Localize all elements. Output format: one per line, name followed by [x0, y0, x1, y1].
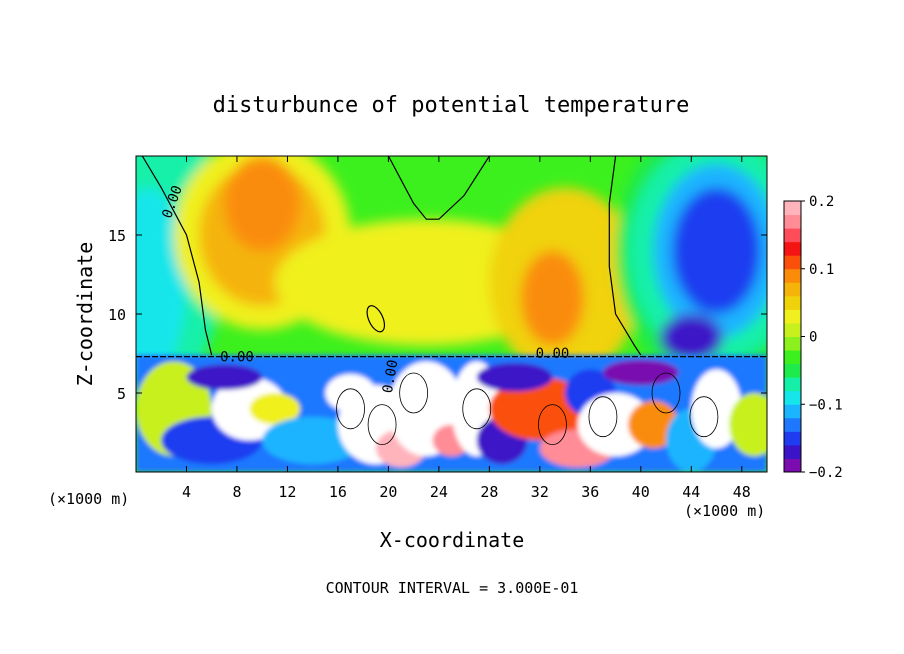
contour-lines: 0.000.000.000.00 [136, 156, 767, 446]
x-axis: 4 8 12 16 20 24 28 32 36 40 44 48 [182, 156, 751, 501]
contour-loop [462, 388, 492, 430]
colorbar-tick-label: 0 [809, 330, 817, 346]
y-axis: 5 10 15 [108, 227, 767, 403]
contour-loop [336, 388, 365, 430]
y-axis-label: Z-coordinate [73, 242, 97, 387]
field-region [659, 314, 723, 362]
colorbar-tick-label: −0.1 [809, 397, 843, 413]
turbulence-patch [249, 393, 301, 425]
x-unit-left: (×1000 m) [48, 490, 129, 508]
x-tick-label: 32 [531, 483, 549, 501]
x-tick-label: 24 [430, 483, 448, 501]
field-region [672, 187, 761, 314]
field-region [136, 187, 187, 378]
colorbar-tick-label: 0.2 [809, 194, 834, 210]
x-tick-label: 48 [733, 483, 751, 501]
colorbar-tick-label: −0.2 [809, 465, 843, 481]
x-tick-label: 16 [329, 483, 347, 501]
x-axis-label: X-coordinate [380, 528, 525, 552]
colorbar-swatch [784, 404, 801, 419]
colorbar-swatch [784, 377, 801, 392]
turbulence-patch [729, 393, 767, 457]
colorbar-swatch [784, 336, 801, 351]
y-tick-label: 5 [117, 385, 126, 403]
colorbar-tick-label: 0.1 [809, 262, 834, 278]
turbulence-patch [262, 416, 364, 465]
colorbar-swatch [784, 417, 801, 432]
colorbar-swatch [784, 282, 801, 297]
colorbar-swatch [784, 241, 801, 256]
contour-loop [399, 372, 429, 414]
x-tick-label: 36 [581, 483, 599, 501]
colorbar-swatch [784, 363, 801, 378]
contour-loop [366, 305, 386, 333]
turbulence-patch [211, 377, 288, 441]
x-tick-label: 4 [182, 483, 191, 501]
y-tick-label: 15 [108, 227, 126, 245]
colorbar-swatch [784, 444, 801, 459]
colorbar-swatch [784, 255, 801, 270]
contour-line [141, 156, 213, 356]
turbulence-patch [476, 362, 553, 392]
contour-loop [689, 396, 719, 438]
colorbar: 0.2 0.1 0 −0.1 −0.2 [783, 194, 843, 481]
turbulence-patch [602, 359, 679, 386]
x-tick-label: 28 [480, 483, 498, 501]
x-tick-label: 8 [232, 483, 241, 501]
x-tick-label: 40 [632, 483, 650, 501]
contour-line [387, 156, 490, 220]
x-tick-label: 12 [278, 483, 296, 501]
colorbar-swatch [784, 201, 801, 216]
colorbar-swatch [784, 431, 801, 446]
contour-loop [367, 404, 397, 446]
contour-loop [538, 404, 567, 446]
contour-loop [651, 372, 681, 414]
contour-loop [588, 396, 618, 438]
contour-label: 0.00 [220, 349, 254, 365]
contour-label: 0.00 [536, 346, 570, 362]
colorbar-swatch [784, 322, 801, 337]
y-tick-label: 10 [108, 306, 126, 324]
contour-label: 0.00 [380, 359, 402, 395]
x-tick-label: 44 [682, 483, 700, 501]
colorbar-swatch [784, 295, 801, 310]
upper-layer-field [136, 156, 767, 393]
lower-layer-field [136, 355, 767, 472]
colorbar-swatch [784, 350, 801, 365]
x-unit-right: (×1000 m) [684, 502, 765, 520]
x-tick-label: 20 [379, 483, 397, 501]
field-region [520, 250, 585, 346]
colorbar-swatch [784, 214, 801, 229]
turbulence-patch [186, 364, 263, 390]
colorbar-swatch [784, 390, 801, 405]
colorbar-swatch [784, 309, 801, 324]
contour-interval-note: CONTOUR INTERVAL = 3.000E-01 [326, 579, 579, 597]
colorbar-swatch [784, 228, 801, 243]
contour-line [608, 156, 642, 356]
colorbar-swatch [784, 268, 801, 283]
chart-title: disturbunce of potential temperature [213, 93, 690, 118]
field-region [224, 156, 301, 251]
plot-area: 0.000.000.000.00 [136, 156, 767, 472]
colorbar-swatch [784, 458, 801, 473]
